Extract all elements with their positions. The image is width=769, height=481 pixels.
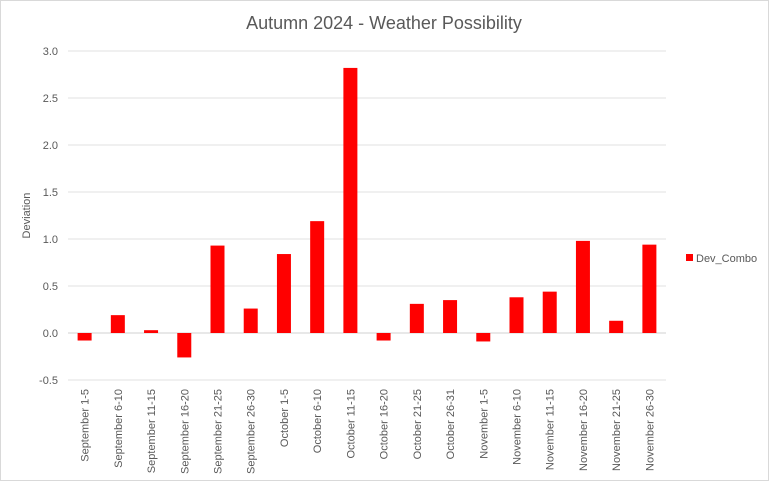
bar	[110, 315, 125, 333]
bar	[476, 333, 491, 342]
bar	[276, 254, 291, 333]
x-tick-label: October 26-31	[445, 389, 457, 459]
bar	[642, 244, 657, 333]
chart-title: Autumn 2024 - Weather Possibility	[246, 13, 522, 33]
bar	[144, 330, 159, 333]
bar	[509, 297, 524, 333]
x-tick-label: September 11-15	[146, 389, 158, 473]
bar	[409, 303, 424, 333]
bar	[575, 240, 590, 333]
x-tick-label: November 6-10	[512, 389, 524, 465]
legend-swatch	[686, 254, 693, 261]
x-tick-label: September 26-30	[246, 389, 258, 474]
x-tick-label: September 16-20	[179, 389, 191, 474]
bar	[210, 245, 225, 333]
legend: Dev_Combo	[686, 253, 757, 265]
x-tick-label: November 1-5	[478, 389, 490, 459]
bar	[243, 308, 258, 333]
y-tick-label: 1.5	[43, 187, 58, 199]
bar	[310, 221, 325, 333]
x-tick-label: November 21-25	[611, 389, 623, 471]
gridlines	[68, 50, 666, 381]
x-tick-label: October 16-20	[379, 389, 391, 459]
y-tick-label: 1.0	[43, 234, 58, 246]
x-tick-label: November 11-15	[545, 389, 557, 470]
x-tick-label: September 6-10	[113, 389, 125, 468]
bar	[443, 300, 458, 333]
x-tick-label: October 6-10	[312, 389, 324, 453]
y-axis-title: Deviation	[21, 193, 33, 239]
y-tick-label: 2.0	[43, 140, 58, 152]
x-tick-label: October 21-25	[412, 389, 424, 459]
bar	[77, 333, 92, 341]
x-tick-label: October 1-5	[279, 389, 291, 447]
x-axis-labels: September 1-5 September 6-10 September 11-…	[80, 389, 657, 474]
x-tick-label: November 26-30	[644, 389, 656, 471]
y-tick-label: 2.5	[43, 93, 58, 105]
bar	[542, 291, 557, 333]
bar	[376, 333, 391, 341]
x-tick-label: September 21-25	[213, 389, 225, 474]
y-axis-ticks: -0.5 0.0 0.5 1.0 1.5 2.0 2.5 3.0	[39, 46, 58, 387]
bar	[609, 320, 624, 333]
y-tick-label: 0.5	[43, 281, 58, 293]
bar	[343, 67, 358, 334]
y-tick-label: 0.0	[43, 328, 58, 340]
legend-label: Dev_Combo	[696, 253, 757, 265]
bar	[177, 333, 192, 358]
x-tick-label: September 1-5	[80, 389, 92, 462]
y-tick-label: -0.5	[39, 375, 58, 387]
x-tick-label: November 16-20	[578, 389, 590, 471]
bars	[77, 67, 657, 358]
y-tick-label: 3.0	[43, 46, 58, 58]
x-tick-label: October 11-15	[345, 389, 357, 459]
